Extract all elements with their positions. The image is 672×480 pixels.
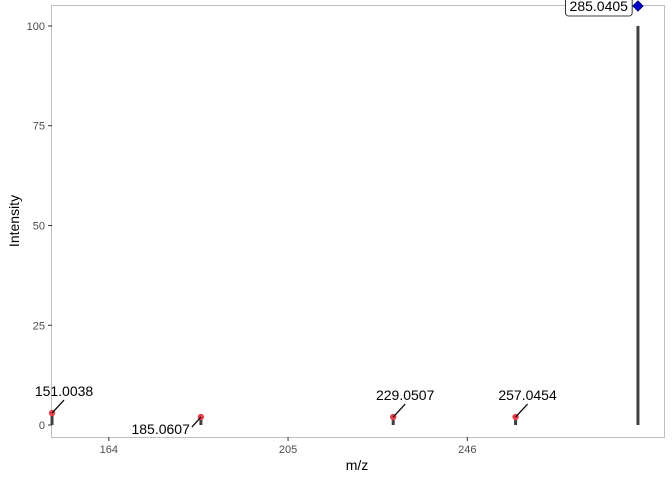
- y-tick-label: 50: [33, 220, 45, 232]
- label-connector: [392, 403, 406, 418]
- peak-label: 151.0038: [35, 383, 94, 399]
- plot-panel: [51, 5, 665, 438]
- x-axis: 164 205 246: [100, 437, 476, 456]
- precursor-marker: [632, 0, 644, 12]
- x-tick-label: 164: [100, 444, 118, 456]
- peak-labels: 151.0038 185.0607 229.0507 257.0454 285.0405: [35, 0, 633, 437]
- precursor-label: 285.0405: [565, 0, 633, 17]
- x-axis-title: m/z: [346, 457, 369, 473]
- label-connector: [515, 403, 529, 418]
- peak-label: 229.0507: [376, 387, 435, 403]
- x-tick-label: 205: [279, 444, 297, 456]
- peak-label: 257.0454: [498, 387, 557, 403]
- y-tick-label: 75: [33, 121, 45, 133]
- y-axis: 0 25 50 75 100: [27, 21, 52, 432]
- y-tick-label: 100: [27, 21, 45, 33]
- x-tick-label: 246: [458, 444, 476, 456]
- y-axis-title: Intensity: [6, 195, 22, 247]
- precursor-label-text: 285.0405: [570, 0, 629, 14]
- label-connector: [51, 399, 65, 414]
- y-tick-label: 0: [39, 420, 45, 432]
- y-tick-label: 25: [33, 320, 45, 332]
- peak-label: 185.0607: [131, 421, 190, 437]
- label-connector: [191, 416, 202, 428]
- precursor-label-box: [565, 0, 633, 17]
